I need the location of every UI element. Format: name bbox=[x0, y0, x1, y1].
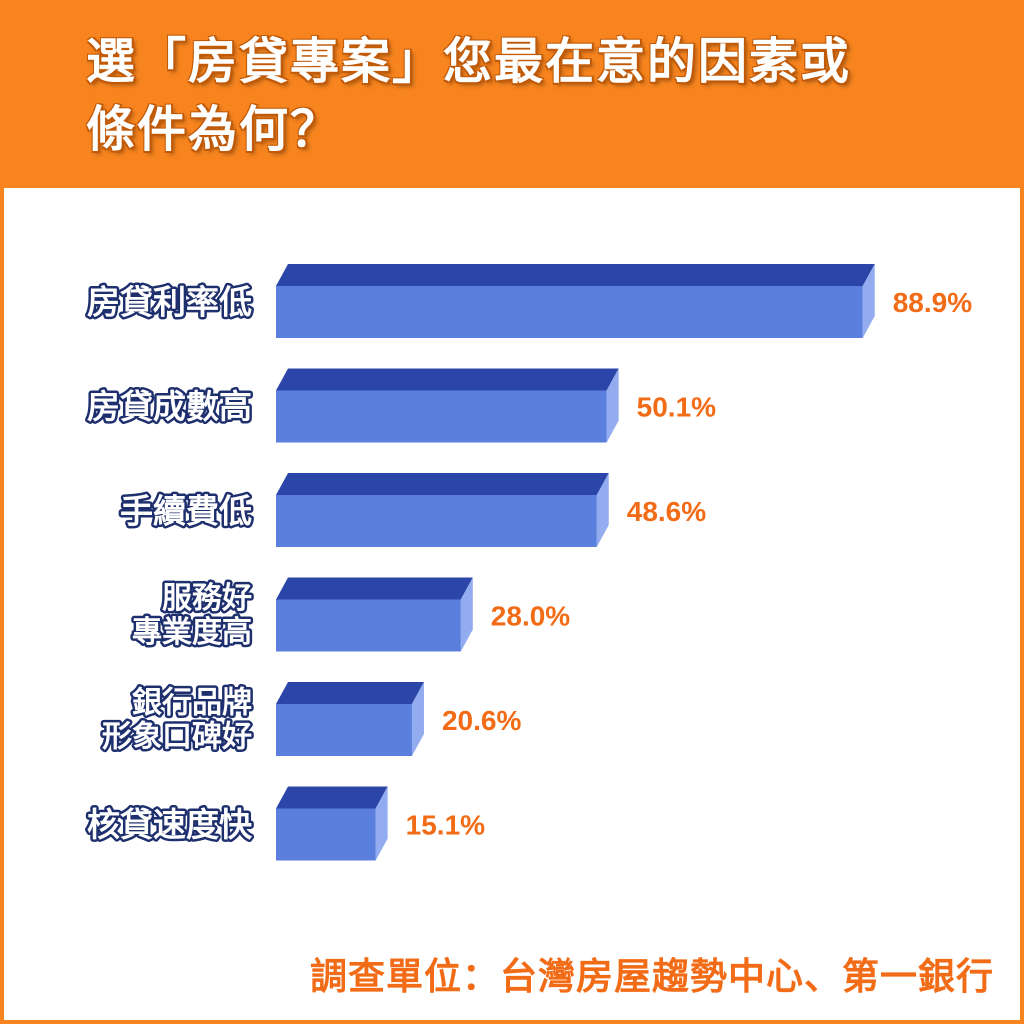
bar-side-face bbox=[596, 473, 609, 547]
value-label: 15.1% bbox=[406, 810, 485, 841]
category-label: 核貸速度快 bbox=[87, 805, 253, 844]
value-label: 28.0% bbox=[491, 601, 570, 632]
bar-side-face bbox=[606, 368, 619, 443]
bar-top-face bbox=[276, 368, 619, 391]
bar bbox=[276, 599, 461, 652]
bar bbox=[276, 286, 863, 338]
category-label: 房貸成數高 bbox=[87, 387, 252, 426]
title-line-2: 條件為何？ bbox=[86, 101, 342, 158]
value-label: 88.9% bbox=[893, 287, 972, 318]
bar bbox=[276, 390, 607, 443]
category-label: 銀行品牌 bbox=[132, 686, 252, 721]
category-label: 手續費低 bbox=[120, 492, 252, 531]
value-label: 50.1% bbox=[637, 392, 716, 423]
value-label: 20.6% bbox=[442, 705, 521, 736]
bar-top-face bbox=[276, 786, 388, 809]
bar-top-face bbox=[276, 577, 473, 600]
chart-title: 選「房貸專案」您最在意的因素或 條件為何？ bbox=[86, 28, 966, 164]
category-label: 形象口碑好 bbox=[102, 720, 252, 755]
category-label: 專業度高 bbox=[132, 615, 252, 650]
bar-side-face bbox=[411, 682, 424, 756]
bar-top-face bbox=[276, 264, 875, 286]
bar-side-face bbox=[375, 786, 388, 861]
bar bbox=[276, 495, 597, 547]
bar-side-face bbox=[460, 577, 473, 652]
header-banner: 選「房貸專案」您最在意的因素或 條件為何？ bbox=[0, 0, 1024, 188]
bar-top-face bbox=[276, 682, 424, 704]
source-note: 調查單位：台灣房屋趨勢中心、第一銀行 bbox=[310, 955, 994, 998]
bar-top-face bbox=[276, 473, 609, 495]
chart-panel: 房貸利率低 88.9% 房貸成數高 50.1% 手續費低 48.6% 服務好 專業度高 28.0… bbox=[4, 188, 1020, 1020]
title-line-1: 選「房貸專案」您最在意的因素或 bbox=[86, 33, 852, 90]
bar bbox=[276, 704, 412, 756]
bar bbox=[276, 808, 376, 861]
category-label: 房貸利率低 bbox=[87, 283, 252, 322]
value-label: 48.6% bbox=[627, 496, 706, 527]
bar-side-face bbox=[862, 264, 875, 338]
category-label: 服務好 bbox=[162, 581, 252, 616]
